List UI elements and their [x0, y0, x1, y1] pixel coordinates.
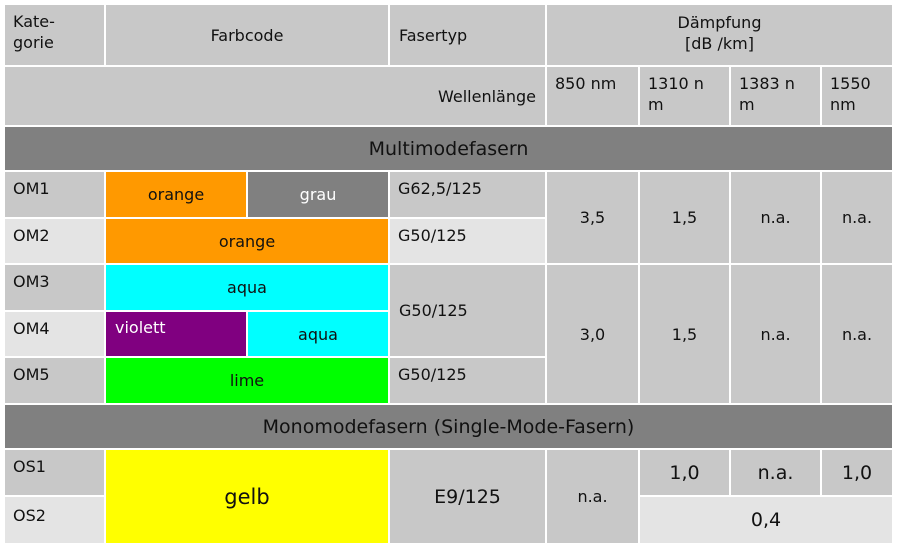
- value-os-850: n.a.: [547, 450, 638, 543]
- fiber-type-om5: G50/125: [390, 358, 545, 403]
- section-multimode: Multimodefasern: [5, 127, 892, 170]
- category-om5: OM5: [5, 358, 104, 403]
- value-om12-1383: n.a.: [731, 172, 820, 263]
- color-swatch-orange: orange: [106, 219, 388, 263]
- value-os1-1550: 1,0: [822, 450, 892, 495]
- color-swatch-lime: lime: [106, 358, 388, 403]
- value-om12-1550: n.a.: [822, 172, 892, 263]
- value-om345-1383: n.a.: [731, 265, 820, 403]
- category-om1: OM1: [5, 172, 104, 217]
- value-om345-1310: 1,5: [640, 265, 729, 403]
- value-om12-850: 3,5: [547, 172, 638, 263]
- header-fiber-type: Fasertyp: [390, 5, 545, 65]
- category-om2: OM2: [5, 219, 104, 263]
- category-os1: OS1: [5, 450, 104, 495]
- value-os2-combined: 0,4: [640, 497, 892, 543]
- color-swatch-grau: grau: [248, 172, 388, 217]
- fiber-type-om34: G50/125: [390, 265, 545, 356]
- header-color-code: Farbcode: [106, 5, 388, 65]
- header-wl-850: 850 nm: [547, 67, 638, 125]
- section-singlemode: Monomodefasern (Single-Mode-Fasern): [5, 405, 892, 448]
- value-os1-1310: 1,0: [640, 450, 729, 495]
- value-om12-1310: 1,5: [640, 172, 729, 263]
- fiber-type-os: E9/125: [390, 450, 545, 543]
- color-swatch-violett: violett: [106, 312, 246, 356]
- color-swatch-aqua: aqua: [248, 312, 388, 356]
- color-swatch-aqua: aqua: [106, 265, 388, 310]
- fiber-type-om1: G62,5/125: [390, 172, 545, 217]
- value-om345-1550: n.a.: [822, 265, 892, 403]
- fiber-type-om2: G50/125: [390, 219, 545, 263]
- header-wl-1550: 1550 nm: [822, 67, 892, 125]
- header-wl-1310: 1310 n m: [640, 67, 729, 125]
- category-om3: OM3: [5, 265, 104, 310]
- header-category: Kate- gorie: [5, 5, 104, 65]
- value-om345-850: 3,0: [547, 265, 638, 403]
- color-swatch-gelb: gelb: [106, 450, 388, 543]
- category-om4: OM4: [5, 312, 104, 356]
- value-os1-1383: n.a.: [731, 450, 820, 495]
- color-swatch-orange: orange: [106, 172, 246, 217]
- category-os2: OS2: [5, 497, 104, 543]
- header-attenuation: Dämpfung [dB /km]: [547, 5, 892, 65]
- header-wavelength: Wellenlänge: [5, 67, 545, 125]
- header-wl-1383: 1383 n m: [731, 67, 820, 125]
